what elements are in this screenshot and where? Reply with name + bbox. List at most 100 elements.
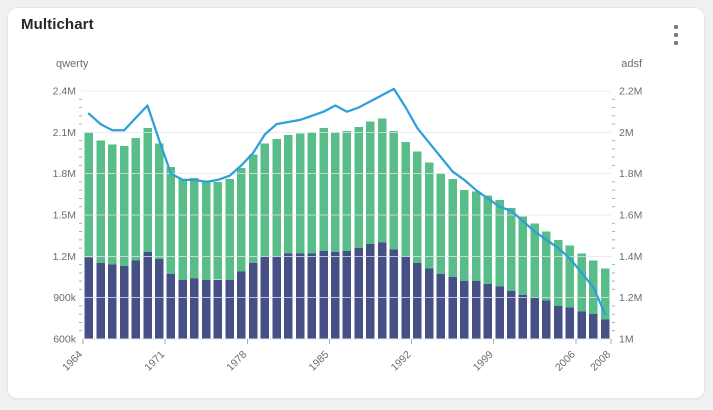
bar-segment-navy-1984[interactable] (319, 250, 328, 339)
bar-segment-navy-1970[interactable] (155, 259, 164, 339)
bar-segment-green-1995[interactable] (448, 179, 457, 277)
bar-segment-green-1980[interactable] (272, 139, 281, 257)
bar-segment-green-1975[interactable] (213, 181, 223, 280)
bar-segment-navy-1993[interactable] (424, 268, 434, 339)
bar-segment-navy-1996[interactable] (460, 281, 469, 339)
bar-segment-green-1972[interactable] (178, 179, 188, 280)
bar-segment-green-1964[interactable] (84, 132, 94, 258)
line-series[interactable] (87, 87, 607, 316)
bar-segment-green-1993[interactable] (424, 162, 434, 269)
right-axis-tick-label: 1.2M (619, 292, 642, 304)
bar-segment-green-1982[interactable] (295, 133, 305, 254)
bar-segment-green-1968[interactable] (131, 137, 141, 261)
bar-segment-green-1983[interactable] (307, 132, 317, 254)
bar-segment-navy-1969[interactable] (143, 252, 152, 339)
bar-segment-green-1999[interactable] (495, 199, 504, 287)
bar-segment-navy-2007[interactable] (589, 314, 598, 339)
right-axis-tick-label: 1.4M (619, 251, 642, 263)
bar-segment-green-1996[interactable] (460, 190, 469, 282)
bar-segment-green-1973[interactable] (190, 177, 199, 279)
bar-segment-green-2006[interactable] (577, 253, 586, 312)
bar-segment-navy-1985[interactable] (331, 252, 340, 339)
bar-segment-green-1997[interactable] (471, 191, 481, 282)
bar-segment-green-1974[interactable] (201, 180, 211, 280)
bar-segment-navy-1972[interactable] (178, 279, 188, 339)
bar-segment-navy-1971[interactable] (166, 274, 176, 339)
bar-segment-navy-1998[interactable] (483, 283, 493, 339)
bar-segment-navy-2005[interactable] (565, 307, 575, 339)
bar-segment-navy-1978[interactable] (248, 263, 258, 339)
bar-segment-green-1969[interactable] (143, 128, 152, 253)
bar-segment-navy-1989[interactable] (377, 242, 387, 339)
bar-segment-navy-1983[interactable] (307, 253, 317, 339)
bar-segment-green-1967[interactable] (119, 146, 129, 266)
bar-segment-navy-1965[interactable] (96, 263, 105, 339)
kebab-menu-icon (674, 25, 678, 29)
bar-segment-navy-2003[interactable] (542, 300, 551, 339)
bar-segment-navy-1975[interactable] (213, 279, 223, 339)
bar-segment-navy-1992[interactable] (413, 263, 422, 339)
bar-segment-green-1979[interactable] (260, 143, 270, 257)
bar-segment-green-2004[interactable] (553, 239, 563, 306)
left-axis-tick-label: 600k (53, 334, 77, 346)
bar-segment-green-1985[interactable] (331, 132, 340, 253)
x-axis-tick-label: 1964 (60, 349, 85, 374)
bar-segment-navy-1999[interactable] (495, 286, 504, 339)
bar-segment-navy-1981[interactable] (284, 253, 293, 339)
bar-segment-green-1977[interactable] (237, 168, 246, 272)
bar-segment-navy-1997[interactable] (471, 281, 481, 339)
bar-segment-navy-1968[interactable] (131, 260, 141, 340)
bar-segment-green-2001[interactable] (518, 216, 528, 295)
bar-segment-green-2008[interactable] (600, 268, 610, 320)
bar-segment-navy-2002[interactable] (530, 297, 540, 339)
bar-segment-green-1966[interactable] (108, 144, 117, 265)
bar-segment-navy-1990[interactable] (389, 249, 399, 339)
bar-segment-green-1988[interactable] (366, 121, 375, 244)
bar-segment-navy-2001[interactable] (518, 294, 528, 339)
bar-segment-navy-1977[interactable] (237, 271, 246, 340)
left-axis-tick-label: 900k (53, 292, 77, 304)
bar-segment-navy-1973[interactable] (190, 278, 199, 339)
left-axis-tick-label: 2.1M (53, 127, 76, 139)
bar-segment-navy-1988[interactable] (366, 243, 375, 339)
bar-segment-navy-1964[interactable] (84, 257, 94, 339)
left-axis-tick-label: 1.5M (53, 210, 76, 222)
bar-segment-navy-1976[interactable] (225, 279, 234, 339)
left-axis-tick-label: 1.8M (53, 168, 76, 180)
bar-segment-green-2002[interactable] (530, 223, 540, 298)
bar-segment-green-1978[interactable] (248, 154, 258, 264)
bar-segment-navy-1994[interactable] (436, 274, 446, 339)
bar-segment-green-1970[interactable] (155, 143, 164, 260)
bar-segment-navy-2006[interactable] (577, 311, 586, 339)
bar-segment-green-1990[interactable] (389, 131, 399, 250)
bar-segment-navy-2004[interactable] (553, 305, 563, 339)
bar-segment-navy-1974[interactable] (201, 279, 211, 339)
bar-segment-green-2000[interactable] (507, 208, 516, 291)
bar-segment-green-1986[interactable] (342, 131, 352, 251)
multichart-card: Multichart qwerty adsf 600k 900k 1.2M 1.5M 1… (7, 7, 705, 399)
bar-segment-navy-1982[interactable] (295, 253, 305, 339)
bar-segment-green-1989[interactable] (377, 118, 387, 243)
bar-segment-green-1987[interactable] (354, 126, 364, 248)
bar-segment-navy-1986[interactable] (342, 250, 352, 339)
x-axis-tick-label: 1999 (471, 349, 496, 374)
bar-segment-green-1994[interactable] (436, 173, 446, 275)
chart-menu-button[interactable] (664, 20, 688, 50)
bar-segment-navy-2000[interactable] (507, 290, 516, 339)
bar-segment-green-1981[interactable] (284, 135, 293, 254)
bar-segment-navy-2008[interactable] (600, 319, 610, 339)
bar-segment-green-2005[interactable] (565, 245, 575, 308)
bar-segment-navy-1966[interactable] (108, 264, 117, 339)
bar-segment-green-1984[interactable] (319, 128, 328, 251)
bar-segment-navy-1967[interactable] (119, 266, 129, 339)
bar-segment-green-1991[interactable] (401, 142, 410, 257)
bar-segment-navy-1987[interactable] (354, 248, 364, 339)
bar-segment-green-1965[interactable] (96, 140, 105, 264)
bar-segment-green-1976[interactable] (225, 179, 234, 280)
bar-segment-green-1971[interactable] (166, 166, 176, 275)
right-axis-tick-label: 1M (619, 334, 634, 346)
bar-segment-navy-1995[interactable] (448, 277, 457, 339)
bar-segment-green-1998[interactable] (483, 195, 493, 284)
bar-segment-green-2003[interactable] (542, 231, 551, 301)
bar-segment-green-1992[interactable] (413, 151, 422, 264)
